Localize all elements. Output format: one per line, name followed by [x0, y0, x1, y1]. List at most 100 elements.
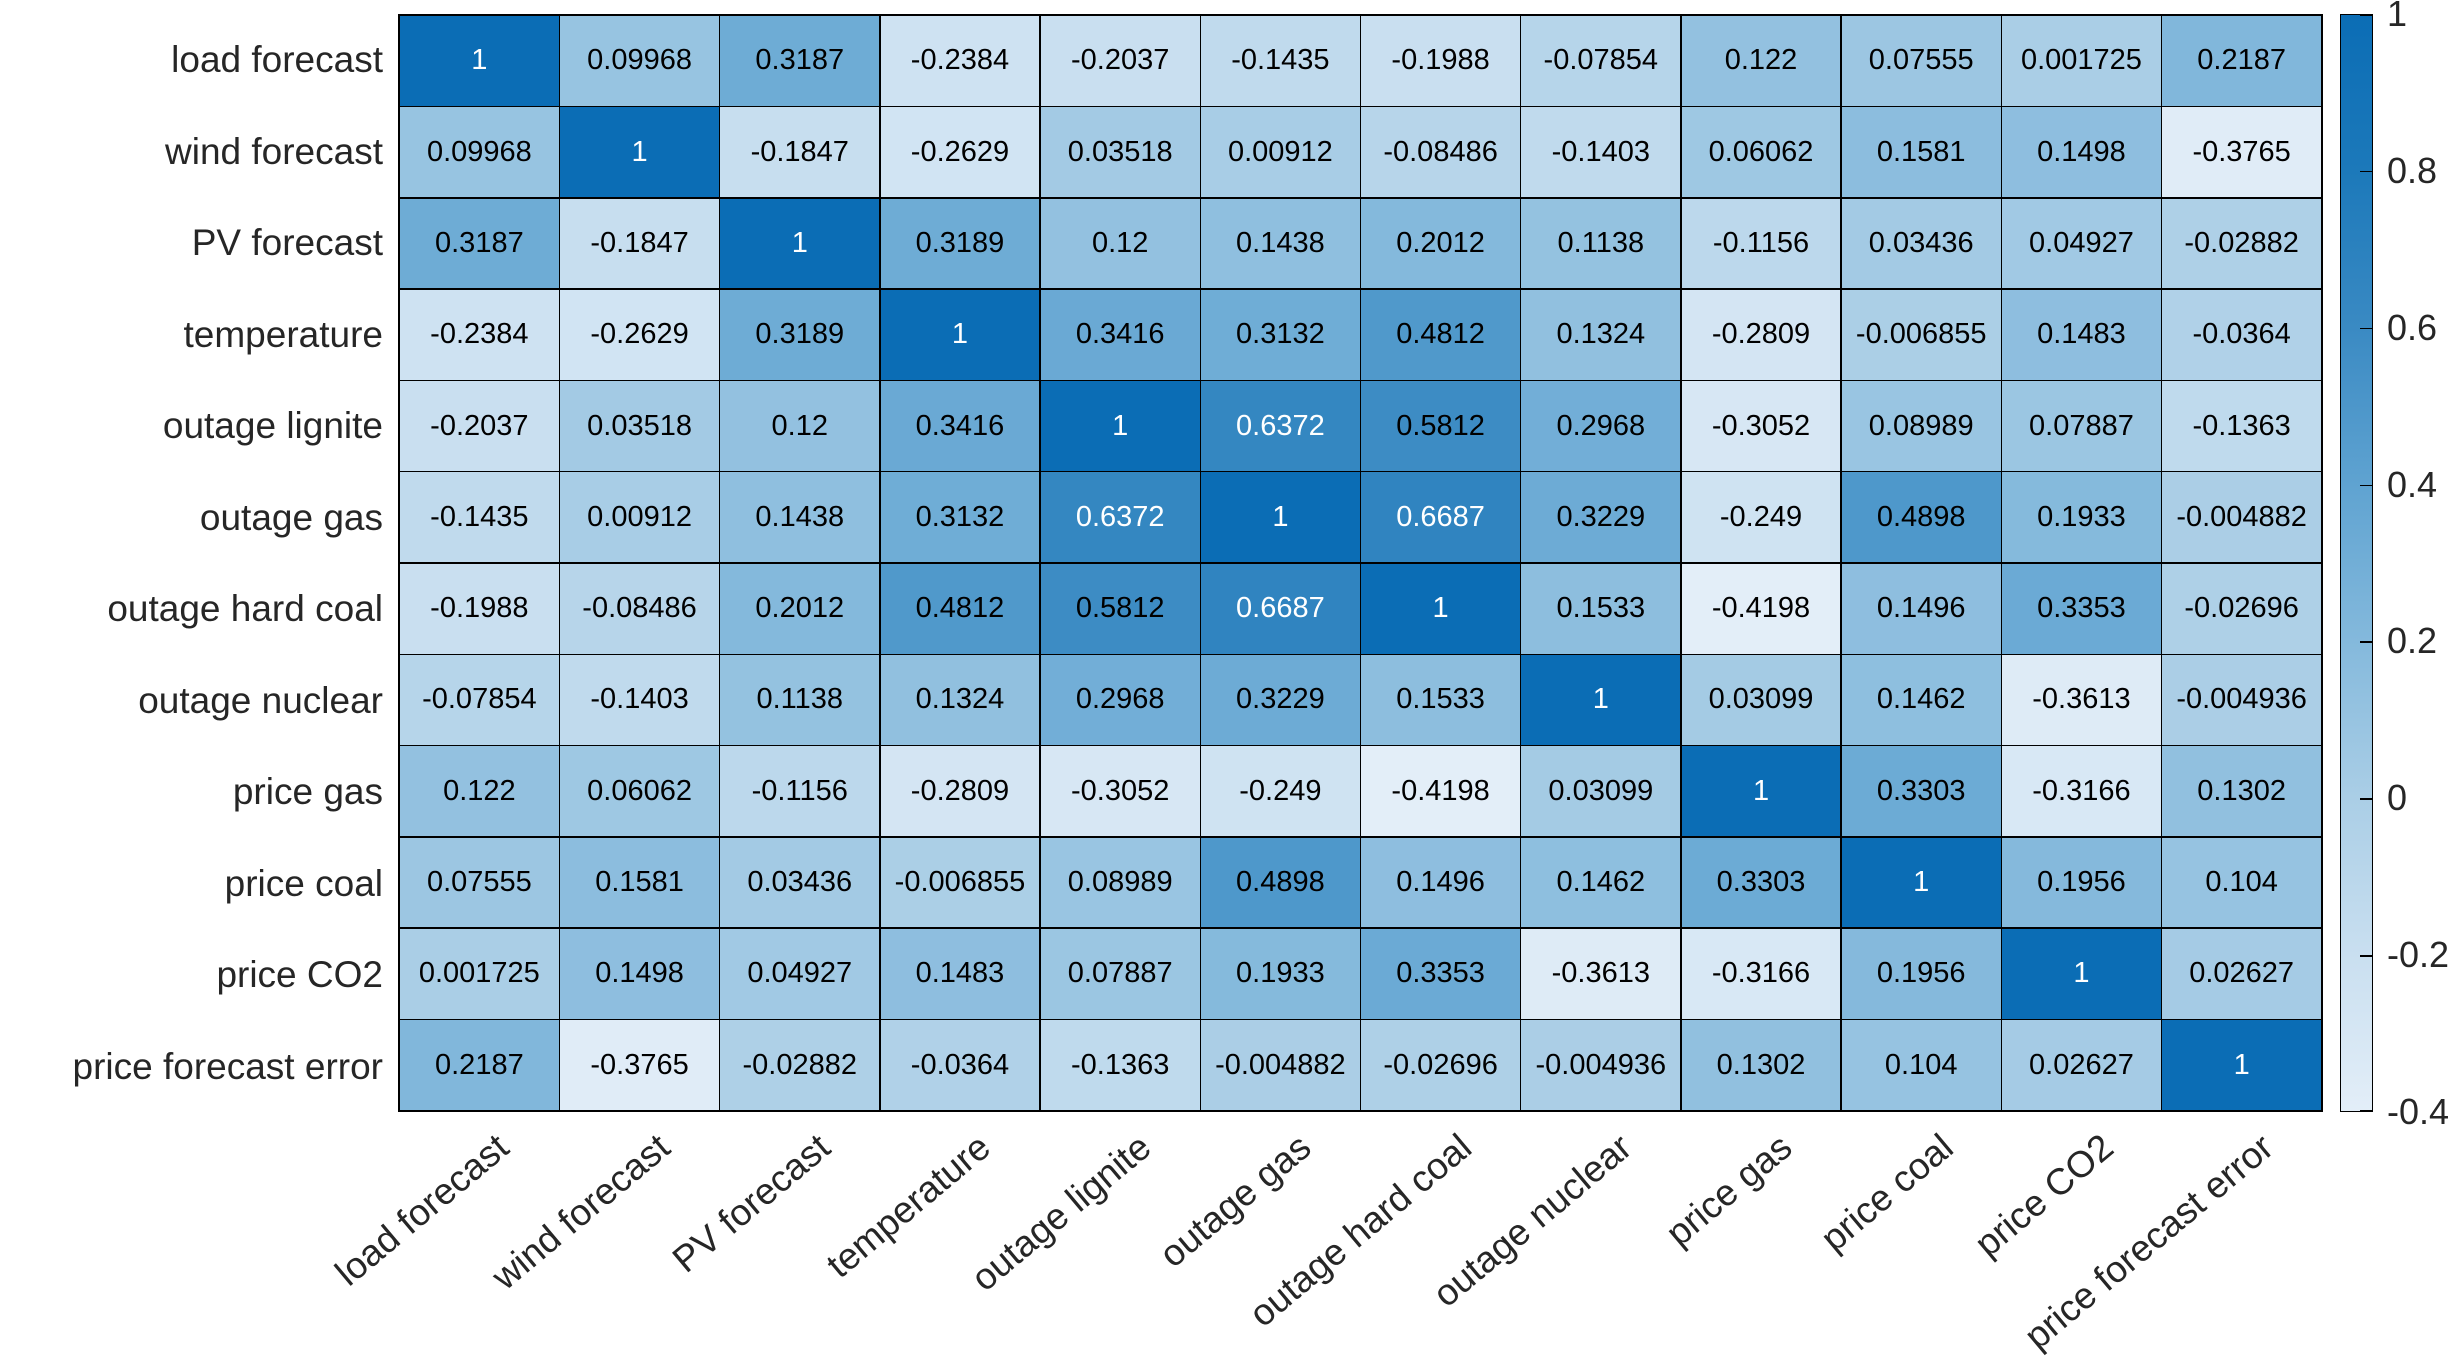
y-tick-label-11: price CO2	[216, 954, 383, 995]
heatmap-cell-4-7: 0.4812	[1361, 289, 1520, 380]
heatmap-cell-9-8: 0.03099	[1521, 746, 1681, 837]
y-tick-label-5: outage lignite	[162, 405, 383, 446]
colorbar-tick-label-4: 0.4	[2387, 463, 2438, 505]
heatmap-cell-9-2: 0.06062	[560, 746, 719, 837]
heatmap-cell-8-10: 0.1462	[1841, 655, 2001, 745]
heatmap-cell-11-10: 0.1956	[1841, 928, 2001, 1019]
heatmap-cell-12-3: -0.02882	[720, 1020, 880, 1110]
heatmap-cell-3-12: -0.02882	[2162, 198, 2321, 289]
heatmap-cell-6-7: 0.6687	[1361, 472, 1520, 563]
heatmap-cell-5-3: 0.12	[720, 381, 880, 471]
heatmap-cell-9-1: 0.122	[400, 746, 559, 837]
heatmap-cell-8-4: 0.1324	[880, 655, 1040, 745]
heatmap-cell-2-12: -0.3765	[2162, 107, 2321, 198]
heatmap-cell-10-3: 0.03436	[720, 837, 880, 928]
heatmap-cell-5-5: 1	[1040, 381, 1200, 471]
heatmap-cell-11-2: 0.1498	[560, 928, 719, 1019]
heatmap-cell-5-7: 0.5812	[1361, 381, 1520, 471]
heatmap-cell-4-1: -0.2384	[400, 289, 559, 380]
y-tick-label-12: price forecast error	[72, 1045, 384, 1087]
heatmap-cell-5-9: -0.3052	[1681, 381, 1841, 471]
colorbar-tick-label-3: 0.6	[2387, 306, 2438, 348]
x-tick-label-3: PV forecast	[664, 1126, 838, 1281]
heatmap-cell-9-7: -0.4198	[1361, 746, 1520, 837]
y-tick-label-1: load forecast	[171, 39, 383, 80]
heatmap-cell-9-6: -0.249	[1201, 746, 1360, 837]
heatmap-cell-3-7: 0.2012	[1361, 198, 1520, 289]
heatmap-cell-6-2: 0.00912	[560, 472, 719, 563]
y-tick-label-8: outage nuclear	[138, 679, 383, 721]
colorbar-tick-label-7: -0.2	[2387, 934, 2450, 976]
heatmap-cell-5-2: 0.03518	[560, 381, 719, 471]
heatmap-cell-10-1: 0.07555	[400, 837, 559, 928]
heatmap-cell-1-9: 0.122	[1681, 16, 1841, 106]
heatmap-cell-4-5: 0.3416	[1040, 289, 1200, 380]
heatmap-cell-3-10: 0.03436	[1841, 198, 2001, 289]
heatmap-cell-2-9: 0.06062	[1681, 107, 1841, 198]
heatmap-cell-7-10: 0.1496	[1841, 563, 2001, 654]
heatmap-cell-11-5: 0.07887	[1040, 928, 1200, 1019]
heatmap-cell-4-6: 0.3132	[1201, 289, 1360, 380]
heatmap-cell-6-1: -0.1435	[400, 472, 559, 563]
heatmap-cell-1-3: 0.3187	[720, 16, 880, 106]
heatmap-cell-6-9: -0.249	[1681, 472, 1841, 563]
colorbar-tick-label-8: -0.4	[2387, 1091, 2450, 1132]
colorbar-tick-label-6: 0	[2387, 777, 2408, 819]
heatmap-cell-8-2: -0.1403	[560, 655, 719, 745]
heatmap-cell-1-10: 0.07555	[1841, 16, 2001, 106]
heatmap-cell-12-4: -0.0364	[880, 1020, 1040, 1110]
heatmap-cell-7-9: -0.4198	[1681, 563, 1841, 654]
heatmap-cell-4-4: 1	[880, 289, 1040, 380]
heatmap-cell-1-4: -0.2384	[880, 16, 1040, 106]
colorbar-tick-label-5: 0.2	[2387, 620, 2438, 662]
colorbar-tick-mark-8	[2360, 1110, 2372, 1112]
heatmap-cell-3-9: -0.1156	[1681, 198, 1841, 289]
heatmap-cell-7-12: -0.02696	[2162, 563, 2321, 654]
heatmap-cell-12-2: -0.3765	[560, 1020, 719, 1110]
heatmap-cell-9-5: -0.3052	[1040, 746, 1200, 837]
heatmap-cell-12-9: 0.1302	[1681, 1020, 1841, 1110]
heatmap-cell-9-4: -0.2809	[880, 746, 1040, 837]
heatmap-cell-6-4: 0.3132	[880, 472, 1040, 563]
y-tick-label-3: PV forecast	[191, 222, 383, 263]
heatmap-cell-8-6: 0.3229	[1201, 655, 1360, 745]
heatmap-cell-5-4: 0.3416	[880, 381, 1040, 471]
heatmap-cell-2-7: -0.08486	[1361, 107, 1520, 198]
heatmap-cell-5-11: 0.07887	[2002, 381, 2161, 471]
x-tick-label-2: wind forecast	[483, 1126, 677, 1298]
heatmap-cell-7-8: 0.1533	[1521, 563, 1681, 654]
heatmap-cell-6-5: 0.6372	[1040, 472, 1200, 563]
y-tick-label-7: outage hard coal	[107, 588, 383, 629]
heatmap-cell-3-11: 0.04927	[2002, 198, 2161, 289]
heatmap-cell-7-6: 0.6687	[1201, 563, 1360, 654]
y-tick-label-4: temperature	[183, 313, 384, 355]
heatmap-cell-9-11: -0.3166	[2002, 746, 2161, 837]
heatmap-cell-2-4: -0.2629	[880, 107, 1040, 198]
heatmap-cell-7-7: 1	[1361, 563, 1520, 654]
heatmap-cell-6-3: 0.1438	[720, 472, 880, 563]
heatmap-cell-1-5: -0.2037	[1040, 16, 1200, 106]
heatmap-cell-2-6: 0.00912	[1201, 107, 1360, 198]
heatmap-cell-4-11: 0.1483	[2002, 289, 2161, 380]
heatmap-cell-8-12: -0.004936	[2162, 655, 2321, 745]
heatmap-cell-3-5: 0.12	[1040, 198, 1200, 289]
heatmap-cell-1-2: 0.09968	[560, 16, 719, 106]
heatmap-cell-4-3: 0.3189	[720, 289, 880, 380]
colorbar-tick-mark-6	[2360, 798, 2372, 800]
colorbar	[2340, 14, 2373, 1112]
heatmap-cell-3-8: 0.1138	[1521, 198, 1681, 289]
colorbar-tick-mark-4	[2360, 484, 2372, 487]
y-tick-label-6: outage gas	[199, 496, 383, 538]
heatmap-cell-4-12: -0.0364	[2162, 289, 2321, 380]
y-tick-label-2: wind forecast	[165, 130, 383, 172]
heatmap-cell-10-5: 0.08989	[1040, 837, 1200, 928]
x-tick-label-9: price gas	[1658, 1126, 1800, 1254]
heatmap-cell-4-10: -0.006855	[1841, 289, 2001, 380]
heatmap-cell-12-5: -0.1363	[1040, 1020, 1200, 1110]
colorbar-tick-label-2: 0.8	[2387, 149, 2438, 191]
heatmap-cell-6-12: -0.004882	[2162, 472, 2321, 563]
heatmap-cell-12-6: -0.004882	[1201, 1020, 1360, 1110]
x-tick-label-11: price CO2	[1966, 1126, 2121, 1265]
heatmap-cell-12-7: -0.02696	[1361, 1020, 1520, 1110]
